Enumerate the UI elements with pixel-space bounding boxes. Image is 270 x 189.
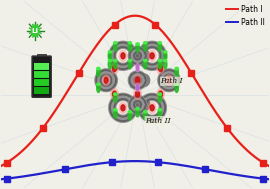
- Ellipse shape: [163, 60, 167, 69]
- Circle shape: [150, 105, 154, 111]
- Ellipse shape: [97, 68, 100, 77]
- Ellipse shape: [144, 60, 147, 69]
- Ellipse shape: [128, 59, 131, 62]
- Ellipse shape: [163, 59, 167, 62]
- Ellipse shape: [163, 51, 167, 60]
- Ellipse shape: [175, 68, 178, 77]
- Ellipse shape: [128, 42, 131, 44]
- FancyBboxPatch shape: [32, 56, 51, 97]
- Circle shape: [157, 88, 164, 100]
- Ellipse shape: [144, 111, 147, 120]
- Ellipse shape: [97, 67, 100, 70]
- Ellipse shape: [158, 60, 161, 69]
- Text: Path I: Path I: [161, 77, 183, 85]
- Legend: Path I, Path II: Path I, Path II: [223, 2, 268, 30]
- Circle shape: [113, 91, 117, 97]
- Ellipse shape: [114, 94, 117, 102]
- Text: Path II: Path II: [145, 117, 171, 125]
- Ellipse shape: [158, 93, 161, 95]
- Ellipse shape: [136, 43, 139, 45]
- Circle shape: [113, 65, 117, 71]
- Ellipse shape: [144, 42, 147, 51]
- Circle shape: [157, 63, 164, 74]
- Ellipse shape: [158, 94, 161, 102]
- Circle shape: [158, 91, 163, 97]
- FancyBboxPatch shape: [34, 71, 49, 78]
- Circle shape: [111, 63, 118, 74]
- FancyBboxPatch shape: [34, 79, 49, 86]
- Ellipse shape: [158, 59, 161, 62]
- Ellipse shape: [144, 42, 147, 44]
- Circle shape: [121, 105, 125, 111]
- Circle shape: [136, 77, 140, 83]
- Ellipse shape: [175, 83, 178, 85]
- Ellipse shape: [136, 108, 139, 117]
- FancyBboxPatch shape: [34, 63, 49, 70]
- Ellipse shape: [136, 44, 139, 52]
- Circle shape: [136, 91, 140, 97]
- Ellipse shape: [175, 84, 178, 92]
- Ellipse shape: [158, 42, 161, 44]
- FancyBboxPatch shape: [37, 54, 46, 57]
- Ellipse shape: [108, 60, 112, 69]
- Circle shape: [167, 77, 171, 83]
- Ellipse shape: [136, 83, 140, 92]
- Circle shape: [104, 77, 108, 83]
- Ellipse shape: [114, 109, 117, 118]
- Ellipse shape: [108, 51, 112, 53]
- Circle shape: [102, 75, 110, 86]
- Ellipse shape: [108, 59, 112, 62]
- Ellipse shape: [128, 60, 131, 69]
- Circle shape: [134, 75, 141, 86]
- Circle shape: [121, 53, 125, 59]
- Text: Li: Li: [32, 28, 39, 34]
- Ellipse shape: [97, 83, 100, 85]
- Ellipse shape: [108, 51, 112, 60]
- Ellipse shape: [175, 67, 178, 70]
- Ellipse shape: [128, 42, 131, 51]
- Circle shape: [134, 88, 141, 100]
- Ellipse shape: [136, 107, 139, 110]
- Ellipse shape: [114, 42, 117, 51]
- Circle shape: [165, 75, 173, 86]
- Circle shape: [119, 102, 127, 113]
- Ellipse shape: [158, 109, 161, 118]
- Circle shape: [31, 25, 39, 36]
- Ellipse shape: [136, 84, 139, 91]
- Ellipse shape: [136, 64, 139, 71]
- Circle shape: [158, 65, 163, 71]
- Circle shape: [148, 50, 156, 61]
- Ellipse shape: [136, 63, 140, 72]
- Circle shape: [111, 88, 118, 100]
- Ellipse shape: [114, 42, 117, 44]
- Ellipse shape: [97, 84, 100, 92]
- Ellipse shape: [114, 93, 117, 95]
- Circle shape: [119, 50, 127, 61]
- Ellipse shape: [114, 60, 117, 69]
- Circle shape: [150, 53, 154, 59]
- Ellipse shape: [158, 42, 161, 51]
- Ellipse shape: [114, 109, 117, 111]
- Ellipse shape: [128, 111, 131, 120]
- Circle shape: [148, 102, 156, 113]
- FancyBboxPatch shape: [34, 87, 49, 94]
- Ellipse shape: [128, 111, 131, 113]
- Ellipse shape: [144, 111, 147, 113]
- Ellipse shape: [163, 51, 167, 53]
- Ellipse shape: [114, 59, 117, 62]
- Ellipse shape: [144, 59, 147, 62]
- Ellipse shape: [158, 109, 161, 111]
